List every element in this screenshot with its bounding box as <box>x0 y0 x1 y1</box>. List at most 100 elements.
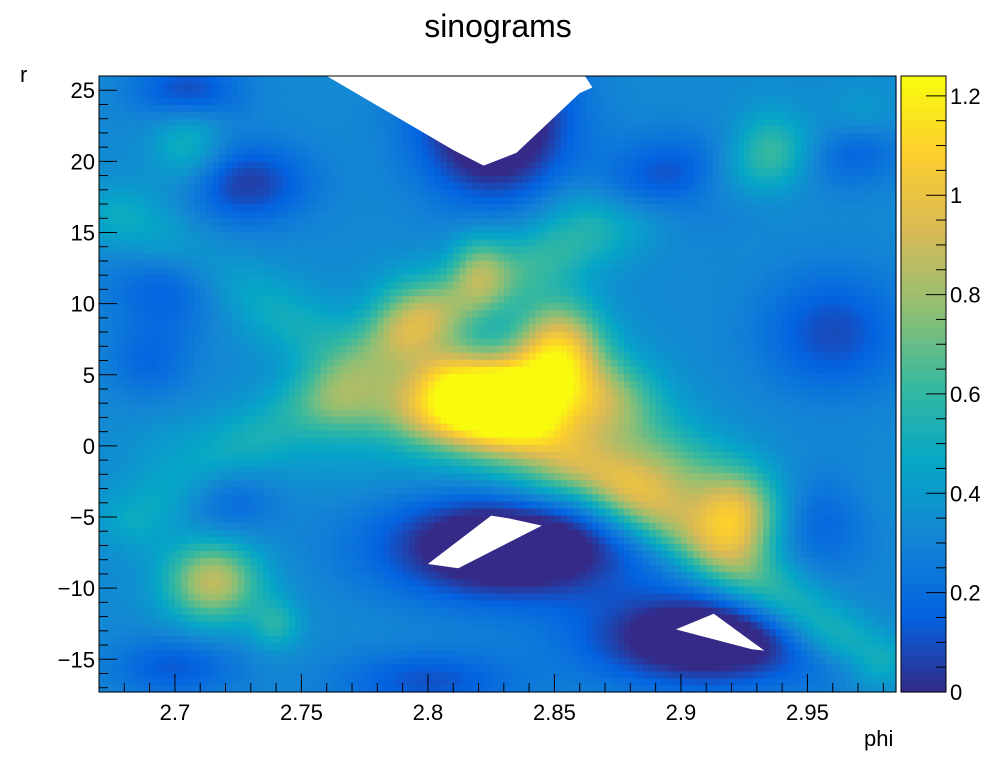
heatmap-cell <box>257 408 265 417</box>
heatmap-cell <box>263 111 271 120</box>
heatmap-cell <box>301 267 309 275</box>
heatmap-cell <box>314 670 321 679</box>
heatmap-cell <box>111 210 119 219</box>
heatmap-cell <box>333 465 340 474</box>
heatmap-cell <box>427 415 435 424</box>
heatmap-cell <box>149 203 157 212</box>
heatmap-cell <box>174 366 182 374</box>
heatmap-cell <box>402 614 410 622</box>
heatmap-cell <box>155 288 163 297</box>
heatmap-cell <box>333 444 340 452</box>
heatmap-cell <box>333 132 340 141</box>
heatmap-cell <box>358 493 366 502</box>
heatmap-cell <box>320 458 328 467</box>
heatmap-cell <box>124 507 132 516</box>
heatmap-cell <box>364 238 372 247</box>
heatmap-cell <box>440 153 448 162</box>
heatmap-cell <box>149 543 157 551</box>
heatmap-cell <box>295 536 303 544</box>
heatmap-cell <box>257 316 265 325</box>
heatmap-cell <box>421 260 429 268</box>
heatmap-cell <box>440 479 448 488</box>
heatmap-cell <box>244 295 252 304</box>
heatmap-cell <box>370 635 378 644</box>
heatmap-cell <box>162 430 170 438</box>
heatmap-cell <box>206 352 214 360</box>
heatmap-cell <box>181 97 189 105</box>
heatmap-cell <box>333 260 340 268</box>
heatmap-cell <box>244 245 252 254</box>
heatmap-cell <box>396 578 404 587</box>
heatmap-cell <box>427 430 435 438</box>
heatmap-cell <box>155 684 163 693</box>
heatmap-cell <box>358 274 366 282</box>
heatmap-cell <box>200 90 208 98</box>
heatmap-cell <box>408 387 416 396</box>
heatmap-cell <box>200 557 208 566</box>
heatmap-cell <box>143 196 151 205</box>
heatmap-cell <box>364 592 372 601</box>
heatmap-cell <box>339 458 347 467</box>
heatmap-cell <box>257 479 265 488</box>
heatmap-cell <box>389 607 397 615</box>
heatmap-cell <box>219 564 227 573</box>
heatmap-cell <box>339 125 347 134</box>
heatmap-cell <box>358 168 366 176</box>
heatmap-cell <box>339 444 347 452</box>
heatmap-cell <box>459 628 467 636</box>
heatmap-cell <box>193 614 201 622</box>
heatmap-cell <box>295 607 303 615</box>
heatmap-cell <box>415 592 423 601</box>
heatmap-cell <box>200 486 208 495</box>
heatmap-cell <box>168 281 176 290</box>
heatmap-cell <box>250 394 258 403</box>
heatmap-cell <box>307 564 315 573</box>
heatmap-cell <box>377 274 385 282</box>
heatmap-cell <box>149 373 157 382</box>
heatmap-cell <box>370 607 378 615</box>
heatmap-cell <box>111 168 119 176</box>
heatmap-cell <box>408 330 416 339</box>
heatmap-cell <box>111 451 119 459</box>
heatmap-cell <box>314 394 321 403</box>
heatmap-cell <box>339 472 347 481</box>
heatmap-cell <box>130 422 138 431</box>
heatmap-cell <box>370 663 378 672</box>
heatmap-cell <box>117 635 125 644</box>
heatmap-cell <box>143 380 151 389</box>
heatmap-cell <box>206 153 214 162</box>
heatmap-cell <box>288 189 296 197</box>
heatmap-cell <box>446 422 454 431</box>
heatmap-cell <box>162 614 170 622</box>
heatmap-cell <box>130 316 138 325</box>
heatmap-cell <box>352 642 359 651</box>
heatmap-cell <box>244 514 252 523</box>
heatmap-cell <box>415 168 423 176</box>
heatmap-cell <box>453 444 461 452</box>
heatmap-cell <box>168 557 176 566</box>
heatmap-cell <box>276 97 284 105</box>
heatmap-cell <box>307 628 315 636</box>
heatmap-cell <box>124 649 132 658</box>
heatmap-cell <box>155 458 163 467</box>
heatmap-cell <box>257 607 265 615</box>
heatmap-cell <box>231 260 239 268</box>
heatmap-cell <box>358 139 366 148</box>
heatmap-cell <box>143 486 151 495</box>
heatmap-cell <box>364 288 372 297</box>
heatmap-cell <box>257 104 265 112</box>
heatmap-cell <box>440 323 448 332</box>
heatmap-cell <box>288 656 296 665</box>
heatmap-cell <box>453 479 461 488</box>
heatmap-cell <box>370 104 378 112</box>
heatmap-cell <box>320 592 328 601</box>
heatmap-cell <box>364 536 372 544</box>
heatmap-cell <box>168 507 176 516</box>
heatmap-cell <box>130 175 138 183</box>
heatmap-cell <box>345 316 353 325</box>
heatmap-cell <box>370 253 378 261</box>
heatmap-cell <box>421 444 429 452</box>
heatmap-cell <box>345 401 353 410</box>
heatmap-cell <box>402 465 410 474</box>
heatmap-cell <box>282 309 290 318</box>
